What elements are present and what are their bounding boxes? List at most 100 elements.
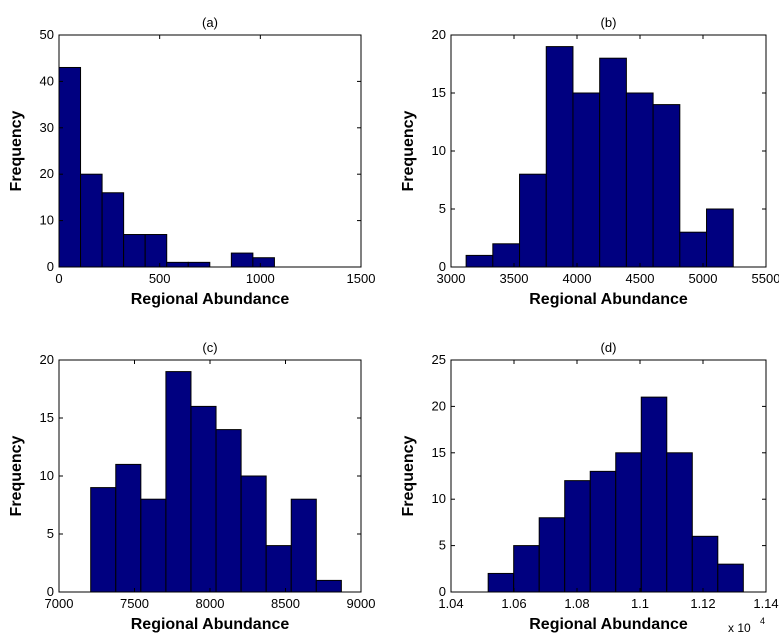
histogram-bar xyxy=(290,498,317,593)
x-tick-label: 3000 xyxy=(437,271,466,286)
histogram-bar xyxy=(487,572,515,593)
y-axis-label: Frequency xyxy=(8,435,25,516)
histogram-bar xyxy=(652,104,681,268)
histogram-bar xyxy=(679,231,708,268)
x-tick-label: 4500 xyxy=(626,271,655,286)
y-tick-label: 20 xyxy=(40,352,54,367)
histogram-bar xyxy=(90,487,117,593)
y-tick-label: 10 xyxy=(40,213,54,228)
histogram-bar xyxy=(572,92,601,268)
axes-frame xyxy=(450,359,767,593)
histogram-bar xyxy=(589,470,617,593)
x-tick-label: 1.08 xyxy=(564,596,589,611)
x-axis-label: Regional Abundance xyxy=(529,291,688,308)
histogram-panel-3: 7000 7500 8000 8500 9000 0 5 10 15 20 (c) Regional … xyxy=(8,340,375,633)
histogram-bar xyxy=(717,563,744,593)
histogram-bar xyxy=(564,480,591,593)
y-tick-label: 25 xyxy=(432,352,446,367)
histogram-bar xyxy=(215,429,242,593)
chart-title: (b) xyxy=(601,15,617,30)
x-axis-label: Regional Abundance xyxy=(131,616,290,633)
chart-title: (a) xyxy=(202,15,218,30)
x-tick-label: 500 xyxy=(149,271,171,286)
y-axis-label: Frequency xyxy=(400,435,417,516)
x-tick-label: 0 xyxy=(55,271,62,286)
histogram-bar xyxy=(80,173,103,268)
histogram-bar xyxy=(615,452,642,593)
x-tick-label: 7500 xyxy=(120,596,149,611)
y-tick-label: 10 xyxy=(432,491,446,506)
histogram-panel-2: 3000 3500 4000 4500 5000 5500 0 5 10 15 20 (b) Regio… xyxy=(400,15,779,308)
y-tick-label: 15 xyxy=(432,445,446,460)
y-tick-label: 5 xyxy=(47,526,54,541)
histogram-bar xyxy=(123,234,146,268)
y-tick-label: 0 xyxy=(439,259,446,274)
histogram-bar xyxy=(187,261,211,268)
y-tick-label: 50 xyxy=(40,27,54,42)
x-tick-label: 1.04 xyxy=(438,596,463,611)
histogram-bar xyxy=(115,463,142,593)
histogram-bar xyxy=(538,517,566,593)
y-tick-label: 40 xyxy=(40,73,54,88)
y-axis-label: Frequency xyxy=(400,110,417,191)
histogram-bar xyxy=(58,66,82,268)
x-tick-label: 1.14 xyxy=(753,596,778,611)
histogram-bar xyxy=(230,252,254,268)
y-tick-label: 20 xyxy=(40,166,54,181)
y-tick-label: 10 xyxy=(432,143,446,158)
x-axis-label: Regional Abundance xyxy=(529,616,688,633)
axes-frame xyxy=(58,34,362,268)
x-axis-multiplier: x 10 xyxy=(728,621,751,635)
x-tick-label: 1.06 xyxy=(501,596,526,611)
x-tick-label: 8000 xyxy=(196,596,225,611)
histogram-bar xyxy=(315,579,342,593)
histogram-bar xyxy=(640,396,668,593)
histogram-bar xyxy=(144,234,168,268)
y-tick-label: 5 xyxy=(439,201,446,216)
histogram-bar xyxy=(513,545,540,593)
x-tick-label: 9000 xyxy=(347,596,376,611)
histogram-panel-1: 0 500 1000 1500 0 10 20 30 40 50 (a) Regional Abund… xyxy=(8,15,375,308)
x-tick-label: 5000 xyxy=(689,271,718,286)
histogram-panel-4: 1.04 1.06 1.08 1.1 1.12 1.14 0 5 10 15 20 25 (d) Regi… xyxy=(400,340,779,635)
y-tick-label: 0 xyxy=(47,259,54,274)
x-tick-label: 3500 xyxy=(500,271,529,286)
histogram-bar xyxy=(706,208,734,268)
y-tick-label: 15 xyxy=(40,410,54,425)
y-tick-label: 20 xyxy=(432,398,446,413)
histogram-bar xyxy=(165,371,192,593)
histogram-bar xyxy=(190,405,217,593)
y-tick-label: 10 xyxy=(40,468,54,483)
x-tick-label: 1.12 xyxy=(690,596,715,611)
histogram-bar xyxy=(625,92,654,268)
histogram-bar xyxy=(101,192,125,268)
y-tick-label: 30 xyxy=(40,120,54,135)
y-tick-label: 15 xyxy=(432,85,446,100)
histogram-bar xyxy=(465,254,494,268)
histogram-bar xyxy=(519,173,547,268)
histogram-bar xyxy=(691,535,719,593)
y-tick-label: 20 xyxy=(432,27,446,42)
x-tick-label: 1500 xyxy=(347,271,376,286)
x-tick-label: 7000 xyxy=(45,596,74,611)
histogram-bar xyxy=(599,57,627,268)
histogram-bar xyxy=(240,475,267,593)
x-tick-label: 5500 xyxy=(752,271,779,286)
histogram-bar xyxy=(545,46,574,268)
x-tick-label: 1.1 xyxy=(631,596,649,611)
chart-title: (d) xyxy=(601,340,617,355)
histogram-bar xyxy=(166,261,189,268)
y-tick-label: 5 xyxy=(439,538,446,553)
histogram-bar xyxy=(265,545,292,593)
y-axis-label: Frequency xyxy=(8,110,25,191)
x-tick-label: 8500 xyxy=(271,596,300,611)
y-tick-label: 0 xyxy=(439,584,446,599)
x-tick-label: 4000 xyxy=(563,271,592,286)
x-tick-label: 1000 xyxy=(246,271,275,286)
chart-title: (c) xyxy=(202,340,217,355)
x-axis-multiplier-exponent: 4 xyxy=(760,616,765,626)
y-tick-label: 0 xyxy=(47,584,54,599)
histogram-bar xyxy=(252,257,275,268)
histogram-bar xyxy=(666,452,693,593)
